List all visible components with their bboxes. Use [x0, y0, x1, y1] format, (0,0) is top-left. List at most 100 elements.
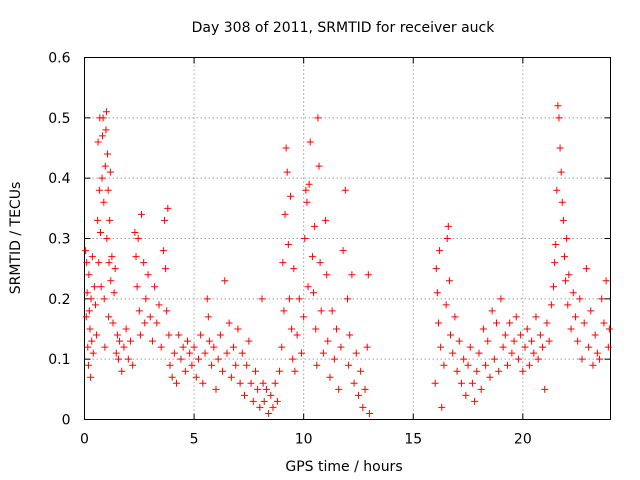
data-point: [279, 259, 287, 267]
data-point: [536, 331, 544, 339]
data-point: [503, 361, 511, 369]
data-point: [249, 397, 257, 405]
data-point: [600, 319, 608, 327]
data-point: [310, 289, 318, 297]
data-point: [291, 367, 299, 375]
data-point: [265, 409, 273, 417]
data-point: [87, 373, 95, 381]
data-point: [589, 361, 597, 369]
data-point: [221, 277, 229, 285]
data-point: [580, 319, 588, 327]
data-point: [102, 108, 110, 116]
data-point: [165, 331, 173, 339]
y-tick-label: 0.6: [48, 51, 70, 67]
data-point: [106, 216, 114, 224]
data-point: [134, 235, 142, 242]
data-point: [432, 265, 440, 273]
data-point: [501, 331, 509, 339]
data-point: [545, 337, 553, 345]
data-point: [431, 379, 439, 387]
chart-title: Day 308 of 2011, SRMTID for receiver auc…: [192, 20, 496, 36]
data-point: [574, 337, 582, 345]
data-point: [323, 271, 331, 279]
data-point: [98, 174, 106, 182]
x-tick-label: 15: [404, 432, 422, 448]
data-point: [203, 295, 211, 303]
data-point: [547, 301, 555, 309]
data-point: [136, 331, 144, 339]
data-point: [528, 337, 536, 345]
data-point: [273, 397, 281, 405]
data-point: [437, 343, 445, 351]
data-point: [132, 253, 140, 261]
data-point: [84, 361, 92, 369]
data-point: [517, 331, 525, 339]
data-point: [240, 391, 248, 399]
data-point: [552, 241, 560, 249]
data-point: [585, 343, 593, 351]
x-axis-label: GPS time / hours: [285, 459, 402, 475]
data-point: [131, 228, 139, 236]
data-point: [103, 235, 111, 242]
data-point: [260, 397, 268, 405]
data-point: [311, 222, 319, 230]
data-point: [442, 301, 450, 309]
data-point: [543, 319, 551, 327]
data-point: [326, 373, 334, 381]
data-point: [559, 216, 567, 224]
data-point: [256, 403, 264, 411]
data-point: [284, 241, 292, 249]
data-point: [365, 409, 373, 417]
data-point: [88, 337, 96, 345]
data-point: [101, 343, 109, 351]
data-point: [227, 373, 235, 381]
data-point: [140, 259, 148, 267]
data-point: [447, 331, 455, 339]
data-point: [107, 277, 115, 285]
data-point: [449, 349, 457, 357]
data-point: [95, 186, 103, 194]
data-point: [303, 198, 311, 206]
data-point: [201, 349, 209, 357]
data-point: [308, 253, 316, 261]
data-point: [319, 349, 327, 357]
data-point: [557, 168, 565, 176]
data-point: [104, 186, 112, 194]
data-point: [339, 247, 347, 255]
data-point: [151, 283, 159, 291]
data-point: [604, 343, 612, 351]
data-point: [304, 283, 312, 291]
data-point: [482, 361, 490, 369]
data-point: [605, 325, 613, 333]
data-point: [295, 295, 303, 303]
data-point: [94, 216, 102, 224]
data-point: [262, 385, 270, 393]
data-point: [216, 331, 224, 339]
x-tick-label: 10: [295, 432, 313, 448]
data-point: [345, 361, 353, 369]
data-point: [551, 259, 559, 267]
data-point: [230, 343, 238, 351]
data-point: [313, 361, 321, 369]
data-point: [287, 192, 295, 200]
data-point: [280, 307, 288, 315]
data-point: [175, 331, 183, 339]
data-point: [91, 301, 99, 309]
data-point: [168, 373, 176, 381]
data-point: [324, 337, 332, 345]
data-point: [141, 319, 149, 327]
data-point: [477, 385, 485, 393]
data-point: [190, 343, 198, 351]
data-point: [534, 355, 542, 363]
data-point: [357, 367, 365, 375]
data-point: [569, 289, 577, 297]
data-point: [225, 319, 233, 327]
data-point: [179, 343, 187, 351]
x-tick-label: 5: [190, 432, 199, 448]
data-point: [113, 331, 121, 339]
data-point: [330, 355, 338, 363]
data-point: [259, 379, 267, 387]
data-point: [341, 186, 349, 194]
data-point: [234, 325, 242, 333]
